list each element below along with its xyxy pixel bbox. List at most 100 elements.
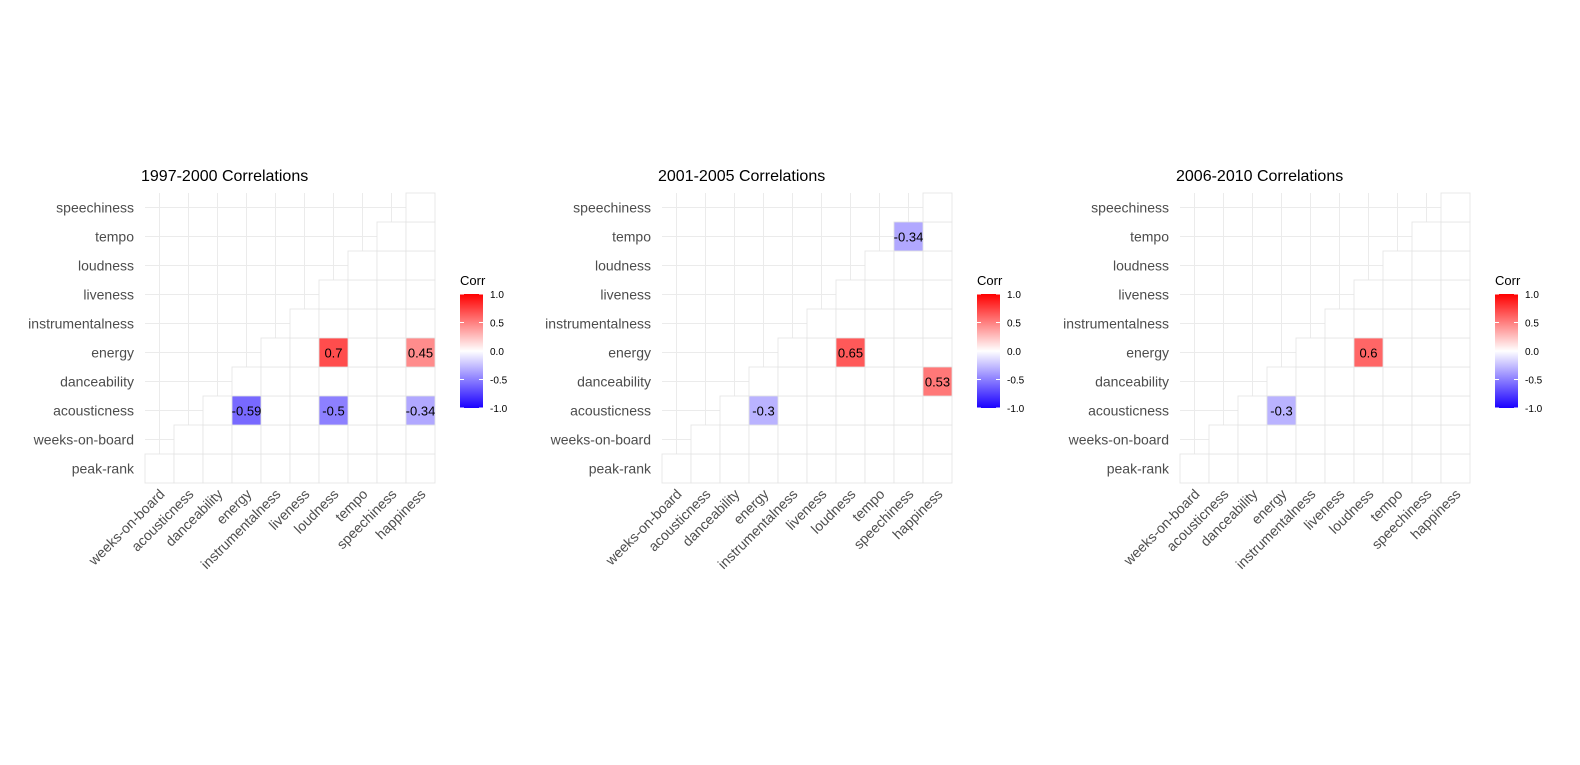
heatmap-tile — [807, 309, 836, 338]
heatmap-tile — [1412, 309, 1441, 338]
y-tick-label: tempo — [1130, 229, 1169, 245]
y-tick-label: acousticness — [570, 403, 651, 419]
heatmap-tile — [923, 309, 952, 338]
y-tick-label: loudness — [595, 258, 651, 274]
heatmap-tile — [1354, 309, 1383, 338]
heatmap-tile — [1441, 454, 1470, 483]
heatmap-tile — [720, 425, 749, 454]
heatmap-tile — [1296, 367, 1325, 396]
heatmap-tile — [865, 425, 894, 454]
y-tick-label: tempo — [612, 229, 651, 245]
y-tick-label: liveness — [1118, 287, 1169, 303]
heatmap-tile — [807, 425, 836, 454]
heatmap-tile — [749, 454, 778, 483]
heatmap-tile — [923, 425, 952, 454]
panel-title: 1997-2000 Correlations — [141, 168, 308, 185]
heatmap-panel-2: 2001-2005 Correlations -0.34 0.65 0.53 -0.3 p… — [545, 168, 1024, 572]
y-tick-label: danceability — [1095, 374, 1169, 390]
heatmap-tile — [406, 454, 435, 483]
heatmap-tile — [1296, 425, 1325, 454]
heatmap-tile — [1441, 280, 1470, 309]
heatmap-tile — [1354, 425, 1383, 454]
legend-title: Corr — [1495, 273, 1521, 288]
heatmap-panel-3: 2006-2010 Correlations 0.6 -0.3 peak-rank we… — [1063, 168, 1542, 572]
heatmap-tile — [1325, 425, 1354, 454]
legend-tick-label: -1.0 — [490, 404, 508, 415]
correlation-cell-label: 0.53 — [925, 375, 950, 390]
heatmap-tile — [865, 280, 894, 309]
correlation-cell-label: -0.5 — [322, 404, 344, 419]
heatmap-tile — [1412, 222, 1441, 251]
legend-tick-label: 1.0 — [490, 290, 504, 301]
heatmap-tile — [1441, 193, 1470, 222]
heatmap-tile — [1267, 454, 1296, 483]
heatmap-tile — [894, 396, 923, 425]
correlation-cell-label: 0.65 — [838, 346, 863, 361]
heatmap-tile — [1354, 367, 1383, 396]
heatmap-tile — [1209, 425, 1238, 454]
heatmap-tile — [1412, 338, 1441, 367]
legend-tick-label: 0.0 — [490, 347, 504, 358]
heatmap-tile — [377, 251, 406, 280]
heatmap-tile — [865, 338, 894, 367]
heatmap-tile — [778, 425, 807, 454]
heatmap-tile — [836, 367, 865, 396]
heatmap-tile — [923, 193, 952, 222]
heatmap-tile — [261, 338, 290, 367]
heatmap-tile — [1441, 367, 1470, 396]
heatmap-tile — [1412, 425, 1441, 454]
legend-tick-label: 0.5 — [490, 319, 504, 330]
heatmap-tile — [319, 367, 348, 396]
heatmap-tile — [377, 367, 406, 396]
heatmap-tile — [1325, 338, 1354, 367]
heatmap-tile — [923, 251, 952, 280]
heatmap-tile — [1180, 454, 1209, 483]
heatmap-panel-1: 1997-2000 Correlations -0.59 -0.5 -0.34 0.7 0… — [28, 168, 507, 572]
heatmap-tile — [836, 280, 865, 309]
heatmap-tile — [261, 454, 290, 483]
heatmap-tile — [807, 367, 836, 396]
heatmap-tile — [348, 425, 377, 454]
heatmap-tile — [1412, 280, 1441, 309]
heatmap-tile — [1296, 396, 1325, 425]
heatmap-tile — [691, 454, 720, 483]
legend-tick-label: -0.5 — [1007, 376, 1025, 387]
legend-tick-label: -1.0 — [1007, 404, 1025, 415]
heatmap-tile — [261, 425, 290, 454]
heatmap-tile — [1412, 454, 1441, 483]
legend-tick-label: 1.0 — [1007, 290, 1021, 301]
heatmap-tile — [377, 396, 406, 425]
heatmap-tile — [290, 425, 319, 454]
heatmap-tile — [691, 425, 720, 454]
heatmap-tile — [836, 454, 865, 483]
heatmap-tile — [923, 396, 952, 425]
legend: Corr 1.0 0.5 0.0 -0.5 -1.0 — [460, 273, 508, 415]
heatmap-tile — [807, 396, 836, 425]
heatmap-tile — [1383, 338, 1412, 367]
heatmap-tile — [1325, 454, 1354, 483]
y-tick-label: peak-rank — [589, 461, 652, 477]
heatmap-tile — [1441, 396, 1470, 425]
heatmap-tile — [174, 454, 203, 483]
heatmap-tile — [1383, 425, 1412, 454]
heatmap-tile — [923, 338, 952, 367]
heatmap-tile — [348, 309, 377, 338]
heatmap-tile — [232, 454, 261, 483]
heatmap-tile — [1238, 425, 1267, 454]
heatmap-tile — [1441, 425, 1470, 454]
heatmap-tile — [406, 425, 435, 454]
heatmap-tile — [406, 309, 435, 338]
y-tick-label: instrumentalness — [545, 316, 651, 332]
y-tick-label: weeks-on-board — [550, 432, 651, 448]
y-tick-label: acousticness — [53, 403, 134, 419]
heatmap-tile — [406, 222, 435, 251]
heatmap-tile — [1412, 396, 1441, 425]
heatmap-tile — [778, 454, 807, 483]
legend-tick-label: 0.0 — [1007, 347, 1021, 358]
heatmap-tile — [319, 454, 348, 483]
heatmap-tile — [145, 454, 174, 483]
heatmap-tile — [1383, 454, 1412, 483]
heatmap-tile — [348, 338, 377, 367]
correlation-cell-label: 0.7 — [324, 346, 342, 361]
